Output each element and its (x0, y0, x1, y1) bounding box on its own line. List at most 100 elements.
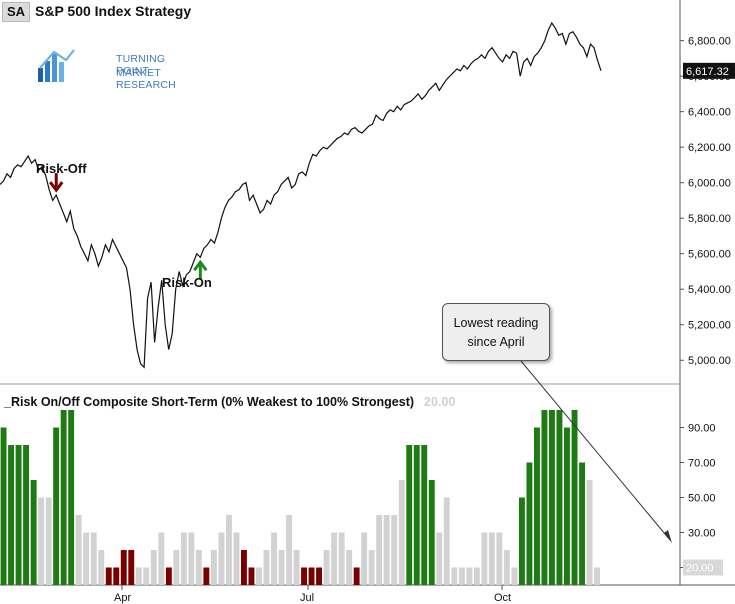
indicator-bar (293, 550, 300, 585)
indicator-bar (98, 550, 105, 585)
indicator-bar (579, 462, 585, 585)
indicator-bar (361, 532, 368, 585)
indicator-bar (195, 550, 202, 585)
indicator-bar (83, 532, 90, 585)
indicator-bar (143, 567, 150, 585)
callout-line-1: Lowest reading (453, 316, 539, 330)
indicator-bar (473, 567, 480, 585)
indicator-bar (338, 532, 345, 585)
indicator-bar (128, 550, 135, 585)
callout-box: Lowest reading since April (442, 303, 550, 361)
price-tick-label: 5,400.00 (688, 284, 731, 296)
indicator-bar (376, 515, 383, 585)
indicator-bar (571, 410, 578, 585)
indicator-bar (180, 532, 187, 585)
indicator-bar (323, 550, 330, 585)
indicator-bar (301, 567, 307, 585)
indicator-bar (519, 497, 525, 585)
indicator-bar (233, 532, 240, 585)
indicator-bar (90, 532, 97, 585)
indicator-bar (286, 515, 292, 585)
price-tick-label: 6,400.00 (688, 107, 731, 119)
indicator-bar (398, 480, 405, 585)
indicator-bar (443, 497, 450, 585)
indicator-current-value: 20.00 (424, 395, 456, 409)
indicator-bar (466, 567, 473, 585)
indicator-bar (53, 427, 60, 585)
x-tick-label: Jul (300, 592, 314, 604)
indicator-bar (368, 550, 375, 585)
indicator-bar (316, 567, 322, 585)
indicator-bar (241, 550, 247, 585)
price-tick-label: 6,000.00 (688, 178, 731, 190)
indicator-bar (226, 515, 232, 585)
indicator-bar (113, 567, 120, 585)
indicator-bar (68, 410, 75, 585)
last-price-box (683, 62, 735, 79)
indicator-bar (30, 480, 37, 585)
price-tick-label: 5,800.00 (688, 213, 731, 225)
indicator-bar (458, 567, 465, 585)
risk-on-label: Risk-On (162, 275, 212, 290)
indicator-bar (413, 445, 420, 585)
indicator-bar (556, 410, 563, 585)
ticker-badge[interactable]: SA (2, 2, 30, 22)
indicator-bar (541, 410, 548, 585)
risk-on-arrowhead-icon (193, 259, 208, 272)
indicator-bar (586, 480, 593, 585)
indicator-tick-label: 90.00 (688, 423, 716, 435)
callout-line-2: since April (467, 335, 525, 349)
indicator-title: _Risk On/Off Composite Short-Term (0% We… (4, 395, 455, 409)
x-tick-label: Oct (494, 592, 511, 604)
indicator-tick-label: 50.00 (688, 493, 716, 505)
indicator-bar (503, 550, 510, 585)
price-tick-label: 5,000.00 (688, 355, 731, 367)
indicator-last-box (683, 559, 723, 576)
indicator-bar (331, 532, 338, 585)
indicator-bar (218, 532, 225, 585)
indicator-bar (353, 567, 360, 585)
indicator-bar (383, 515, 390, 585)
indicator-bar (150, 550, 157, 585)
indicator-bar (173, 550, 180, 585)
callout-pointer-line (520, 360, 671, 541)
indicator-bar (120, 550, 127, 585)
indicator-tick-label: 30.00 (688, 528, 716, 540)
price-series-line (0, 21, 602, 369)
price-tick-label: 6,800.00 (688, 36, 731, 48)
indicator-bar (511, 567, 518, 585)
indicator-bar (248, 567, 255, 585)
indicator-bar (105, 567, 112, 585)
indicator-bar (45, 497, 52, 585)
indicator-bar (135, 567, 142, 585)
indicator-bar (8, 445, 14, 585)
indicator-bar (188, 532, 195, 585)
indicator-bar (496, 532, 503, 585)
indicator-bar (549, 410, 555, 585)
price-tick-label: 5,600.00 (688, 249, 731, 261)
indicator-bar (256, 567, 262, 585)
indicator-title-text: _Risk On/Off Composite Short-Term (0% We… (4, 395, 415, 409)
callout-pointer-arrowhead (664, 530, 672, 543)
indicator-bar (23, 445, 29, 585)
indicator-bar (346, 550, 353, 585)
indicator-bar (436, 532, 443, 585)
indicator-bar (406, 445, 413, 585)
chart-title: S&P 500 Index Strategy (35, 3, 192, 19)
indicator-bar (488, 532, 495, 585)
company-logo: TURNING POINT MARKET RESEARCH (36, 48, 186, 91)
indicator-bar (165, 567, 172, 585)
indicator-bar (278, 550, 285, 585)
logo-line-1: TURNING POINT (116, 53, 166, 77)
risk-off-arrowhead-icon (49, 181, 64, 193)
price-tick-label: 6,200.00 (688, 142, 731, 154)
price-tick-label: 5,200.00 (688, 320, 731, 332)
indicator-bar (451, 567, 458, 585)
indicator-bar (594, 567, 600, 585)
logo-bars-icon (38, 49, 75, 82)
indicator-bar (564, 427, 570, 585)
indicator-bar (481, 532, 488, 585)
indicator-bar (391, 515, 398, 585)
last-price-label: 6,617.32 (686, 66, 729, 78)
